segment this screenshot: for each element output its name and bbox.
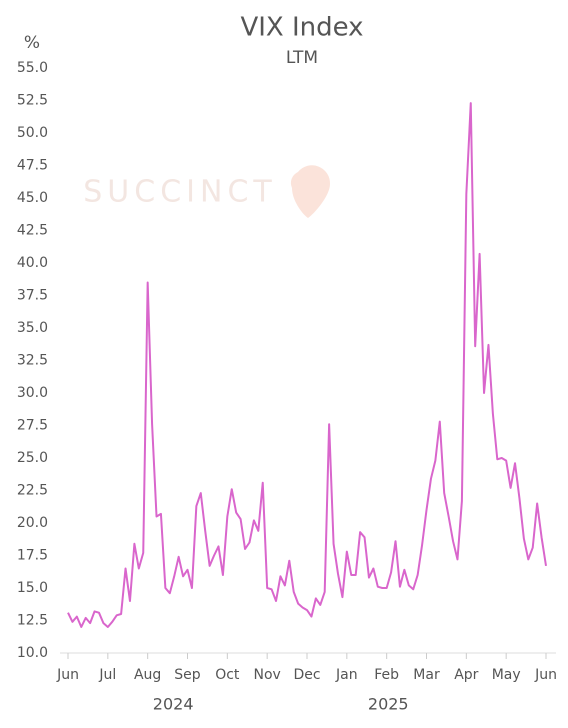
y-tick-label: 55.0: [17, 60, 48, 76]
y-tick-label: 45.0: [17, 190, 48, 206]
x-tick-label: Feb: [374, 667, 399, 683]
y-tick-label: 40.0: [17, 255, 48, 271]
y-tick-label: 15.0: [17, 580, 48, 596]
chart-subtitle: LTM: [286, 48, 318, 68]
y-axis-label: %: [24, 33, 40, 53]
y-tick-label: 47.5: [17, 158, 48, 174]
watermark: SUCCINCT: [83, 175, 276, 210]
year-label: 2025: [368, 695, 409, 714]
y-tick-label: 50.0: [17, 125, 48, 141]
y-tick-label: 10.0: [17, 645, 48, 661]
y-tick-label: 30.0: [17, 385, 48, 401]
x-tick-label: Jun: [534, 667, 557, 683]
x-tick-label: Mar: [413, 667, 440, 683]
y-tick-label: 32.5: [17, 353, 48, 369]
x-tick-label: Nov: [254, 667, 281, 683]
y-tick-label: 20.0: [17, 515, 48, 531]
y-tick-label: 52.5: [17, 93, 48, 109]
data-line: [67, 102, 547, 628]
chart-title: VIX Index: [240, 13, 363, 43]
y-tick-label: 22.5: [17, 483, 48, 499]
x-tick-label: May: [492, 667, 521, 683]
y-tick-label: 42.5: [17, 223, 48, 239]
x-tick-label: Jul: [98, 667, 116, 683]
x-tick-label: Jan: [335, 667, 358, 683]
year-label: 2024: [153, 695, 194, 714]
x-tick-label: Oct: [215, 667, 240, 683]
x-tick-label: Sep: [174, 667, 201, 683]
y-tick-label: 27.5: [17, 418, 48, 434]
y-tick-label: 17.5: [17, 548, 48, 564]
y-tick-label: 25.0: [17, 450, 48, 466]
y-tick-label: 12.5: [17, 613, 48, 629]
x-tick-label: Aug: [134, 667, 161, 683]
x-tick-label: Apr: [454, 667, 478, 683]
x-tick-label: Dec: [293, 667, 320, 683]
y-tick-label: 37.5: [17, 288, 48, 304]
y-tick-label: 35.0: [17, 320, 48, 336]
x-tick-label: Jun: [56, 667, 79, 683]
watermark-logo: [290, 165, 331, 218]
